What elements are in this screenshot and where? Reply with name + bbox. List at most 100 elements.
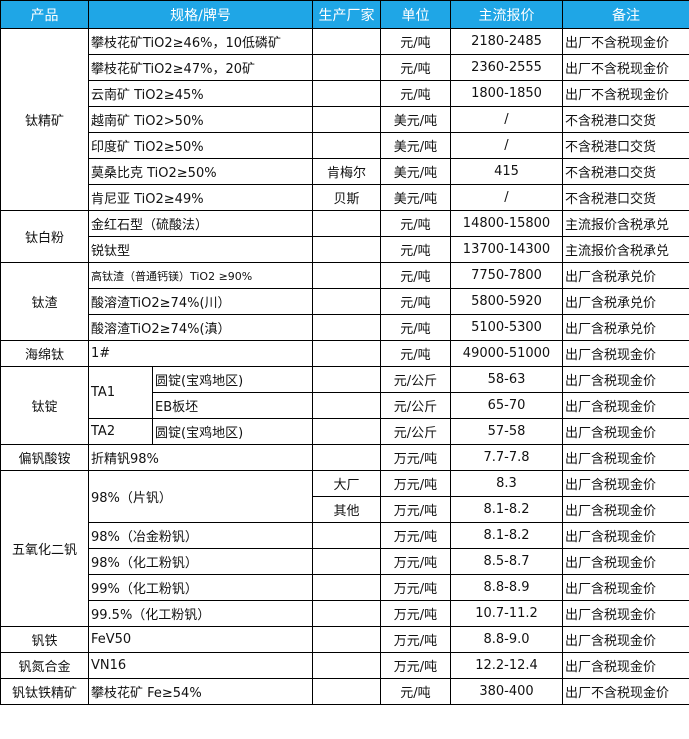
note-cell: 出厂含税现金价: [562, 574, 689, 601]
price-cell: 7.7-7.8: [450, 444, 563, 471]
note-cell: 出厂含税现金价: [562, 496, 689, 523]
unit-cell: 万元/吨: [380, 522, 451, 549]
header-price: 主流报价: [450, 0, 563, 29]
unit-cell: 万元/吨: [380, 470, 451, 497]
price-cell: 57-58: [450, 418, 563, 445]
note-cell: 出厂含税现金价: [562, 392, 689, 419]
maker-cell: [312, 522, 381, 549]
note-cell: 不含税港口交货: [562, 158, 689, 185]
price-cell: 8.5-8.7: [450, 548, 563, 575]
product-cell: 钛白粉: [0, 210, 89, 263]
product-cell: 钒铁: [0, 626, 89, 653]
unit-cell: 美元/吨: [380, 106, 451, 133]
price-cell: 2180-2485: [450, 28, 563, 55]
unit-cell: 元/吨: [380, 28, 451, 55]
table-row: 钛精矿 攀枝花矿TiO2≥46%，10低磷矿 元/吨 2180-2485 出厂不含税现金…: [0, 28, 689, 211]
maker-cell: [312, 392, 381, 419]
table-row: 钛锭 TA1 圆锭(宝鸡地区) 元/公斤 58-63 出厂含税现金价: [0, 366, 689, 445]
maker-cell: [312, 236, 381, 263]
spec-cell: 高钛渣（普通钙镁）TiO2 ≥90%: [88, 262, 313, 289]
unit-cell: 元/公斤: [380, 418, 451, 445]
spec-cell: 印度矿 TiO2≥50%: [88, 132, 313, 159]
table-row: 印度矿 TiO2≥50% 美元/吨 / 不含税港口交货: [1, 132, 689, 159]
table-row: 偏钒酸铵 折精钒98% 万元/吨 7.7-7.8 出厂含税现金价: [0, 444, 689, 471]
table-row: 攀枝花矿TiO2≥47%，20矿 元/吨 2360-2555 出厂不含税现金价: [1, 54, 689, 81]
maker-cell: [312, 366, 381, 393]
header-note: 备注: [562, 0, 689, 29]
maker-cell: [312, 600, 381, 627]
spec-cell: 圆锭(宝鸡地区): [152, 418, 313, 445]
spec-cell: 酸溶渣TiO2≥74%(滇）: [88, 314, 313, 341]
table-row: 钛白粉 金红石型（硫酸法） 元/吨 14800-15800 主流报价含税承兑: [0, 210, 689, 263]
maker-cell: [312, 444, 381, 471]
unit-cell: 元/吨: [380, 288, 451, 315]
maker-cell: [312, 106, 381, 133]
price-cell: 1800-1850: [450, 80, 563, 107]
spec-cell: 酸溶渣TiO2≥74%(川）: [88, 288, 313, 315]
header-maker: 生产厂家: [312, 0, 381, 29]
unit-cell: 元/吨: [380, 262, 451, 289]
header-row: 产品 规格/牌号 生产厂家 单位 主流报价 备注: [0, 0, 689, 29]
unit-cell: 美元/吨: [380, 184, 451, 211]
maker-cell: [312, 548, 381, 575]
price-cell: 14800-15800: [450, 210, 563, 237]
table-row: 98%（冶金粉钒） 万元/吨 8.1-8.2 出厂含税现金价: [1, 522, 689, 549]
unit-cell: 美元/吨: [380, 158, 451, 185]
note-cell: 出厂不含税现金价: [562, 28, 689, 55]
price-cell: 12.2-12.4: [450, 652, 563, 679]
note-cell: 出厂不含税现金价: [562, 678, 689, 705]
product-cell: 偏钒酸铵: [0, 444, 89, 471]
table-row: 云南矿 TiO2≥45% 元/吨 1800-1850 出厂不含税现金价: [1, 80, 689, 107]
maker-cell: [312, 626, 381, 653]
note-cell: 出厂含税现金价: [562, 340, 689, 367]
price-cell: 380-400: [450, 678, 563, 705]
spec-cell: 云南矿 TiO2≥45%: [88, 80, 313, 107]
table-row: 钒钛铁精矿 攀枝花矿 Fe≥54% 元/吨 380-400 出厂不含税现金价: [0, 678, 689, 705]
table-row: 海绵钛 1# 元/吨 49000-51000 出厂含税现金价: [0, 340, 689, 367]
maker-cell: [312, 678, 381, 705]
spec-cell: 99%（化工粉钒）: [88, 574, 313, 601]
unit-cell: 元/吨: [380, 210, 451, 237]
maker-cell: [312, 80, 381, 107]
product-cell: 海绵钛: [0, 340, 89, 367]
price-cell: 8.3: [450, 470, 563, 497]
spec-cell: 攀枝花矿TiO2≥47%，20矿: [88, 54, 313, 81]
spec-cell: 98%（冶金粉钒）: [88, 522, 313, 549]
price-cell: 8.8-8.9: [450, 574, 563, 601]
product-cell: 五氧化二钒: [0, 470, 89, 627]
spec-cell: FeV50: [88, 626, 313, 653]
unit-cell: 元/吨: [380, 54, 451, 81]
price-cell: 8.1-8.2: [450, 522, 563, 549]
spec-cell: 圆锭(宝鸡地区): [152, 366, 313, 393]
spec-cell: 莫桑比克 TiO2≥50%: [88, 158, 313, 185]
note-cell: 不含税港口交货: [562, 184, 689, 211]
table-row: 越南矿 TiO2>50% 美元/吨 / 不含税港口交货: [1, 106, 689, 133]
price-cell: 65-70: [450, 392, 563, 419]
note-cell: 出厂含税承兑价: [562, 262, 689, 289]
table-row: 钒氮合金 VN16 万元/吨 12.2-12.4 出厂含税现金价: [0, 652, 689, 679]
note-cell: 不含税港口交货: [562, 132, 689, 159]
price-cell: /: [450, 184, 563, 211]
unit-cell: 万元/吨: [380, 626, 451, 653]
grade-cell: TA1: [88, 366, 153, 419]
table-row: 钛渣 高钛渣（普通钙镁）TiO2 ≥90% 元/吨 7750-7800 出厂含税承兑价: [0, 262, 689, 341]
spec-cell: 金红石型（硫酸法）: [88, 210, 313, 237]
note-cell: 主流报价含税承兑: [562, 236, 689, 263]
table-row: 酸溶渣TiO2≥74%(川） 元/吨 5800-5920 出厂含税承兑价: [1, 288, 689, 315]
maker-cell: [312, 262, 381, 289]
price-cell: 58-63: [450, 366, 563, 393]
maker-cell: [312, 418, 381, 445]
table-row: 钒铁 FeV50 万元/吨 8.8-9.0 出厂含税现金价: [0, 626, 689, 653]
note-cell: 出厂含税现金价: [562, 600, 689, 627]
unit-cell: 美元/吨: [380, 132, 451, 159]
maker-cell: 贝斯: [312, 184, 381, 211]
maker-cell: [312, 28, 381, 55]
header-product: 产品: [0, 0, 89, 29]
note-cell: 主流报价含税承兑: [562, 210, 689, 237]
maker-cell: [312, 574, 381, 601]
unit-cell: 万元/吨: [380, 652, 451, 679]
price-cell: 13700-14300: [450, 236, 563, 263]
price-cell: 415: [450, 158, 563, 185]
maker-cell: 大厂: [312, 470, 381, 497]
price-cell: 7750-7800: [450, 262, 563, 289]
